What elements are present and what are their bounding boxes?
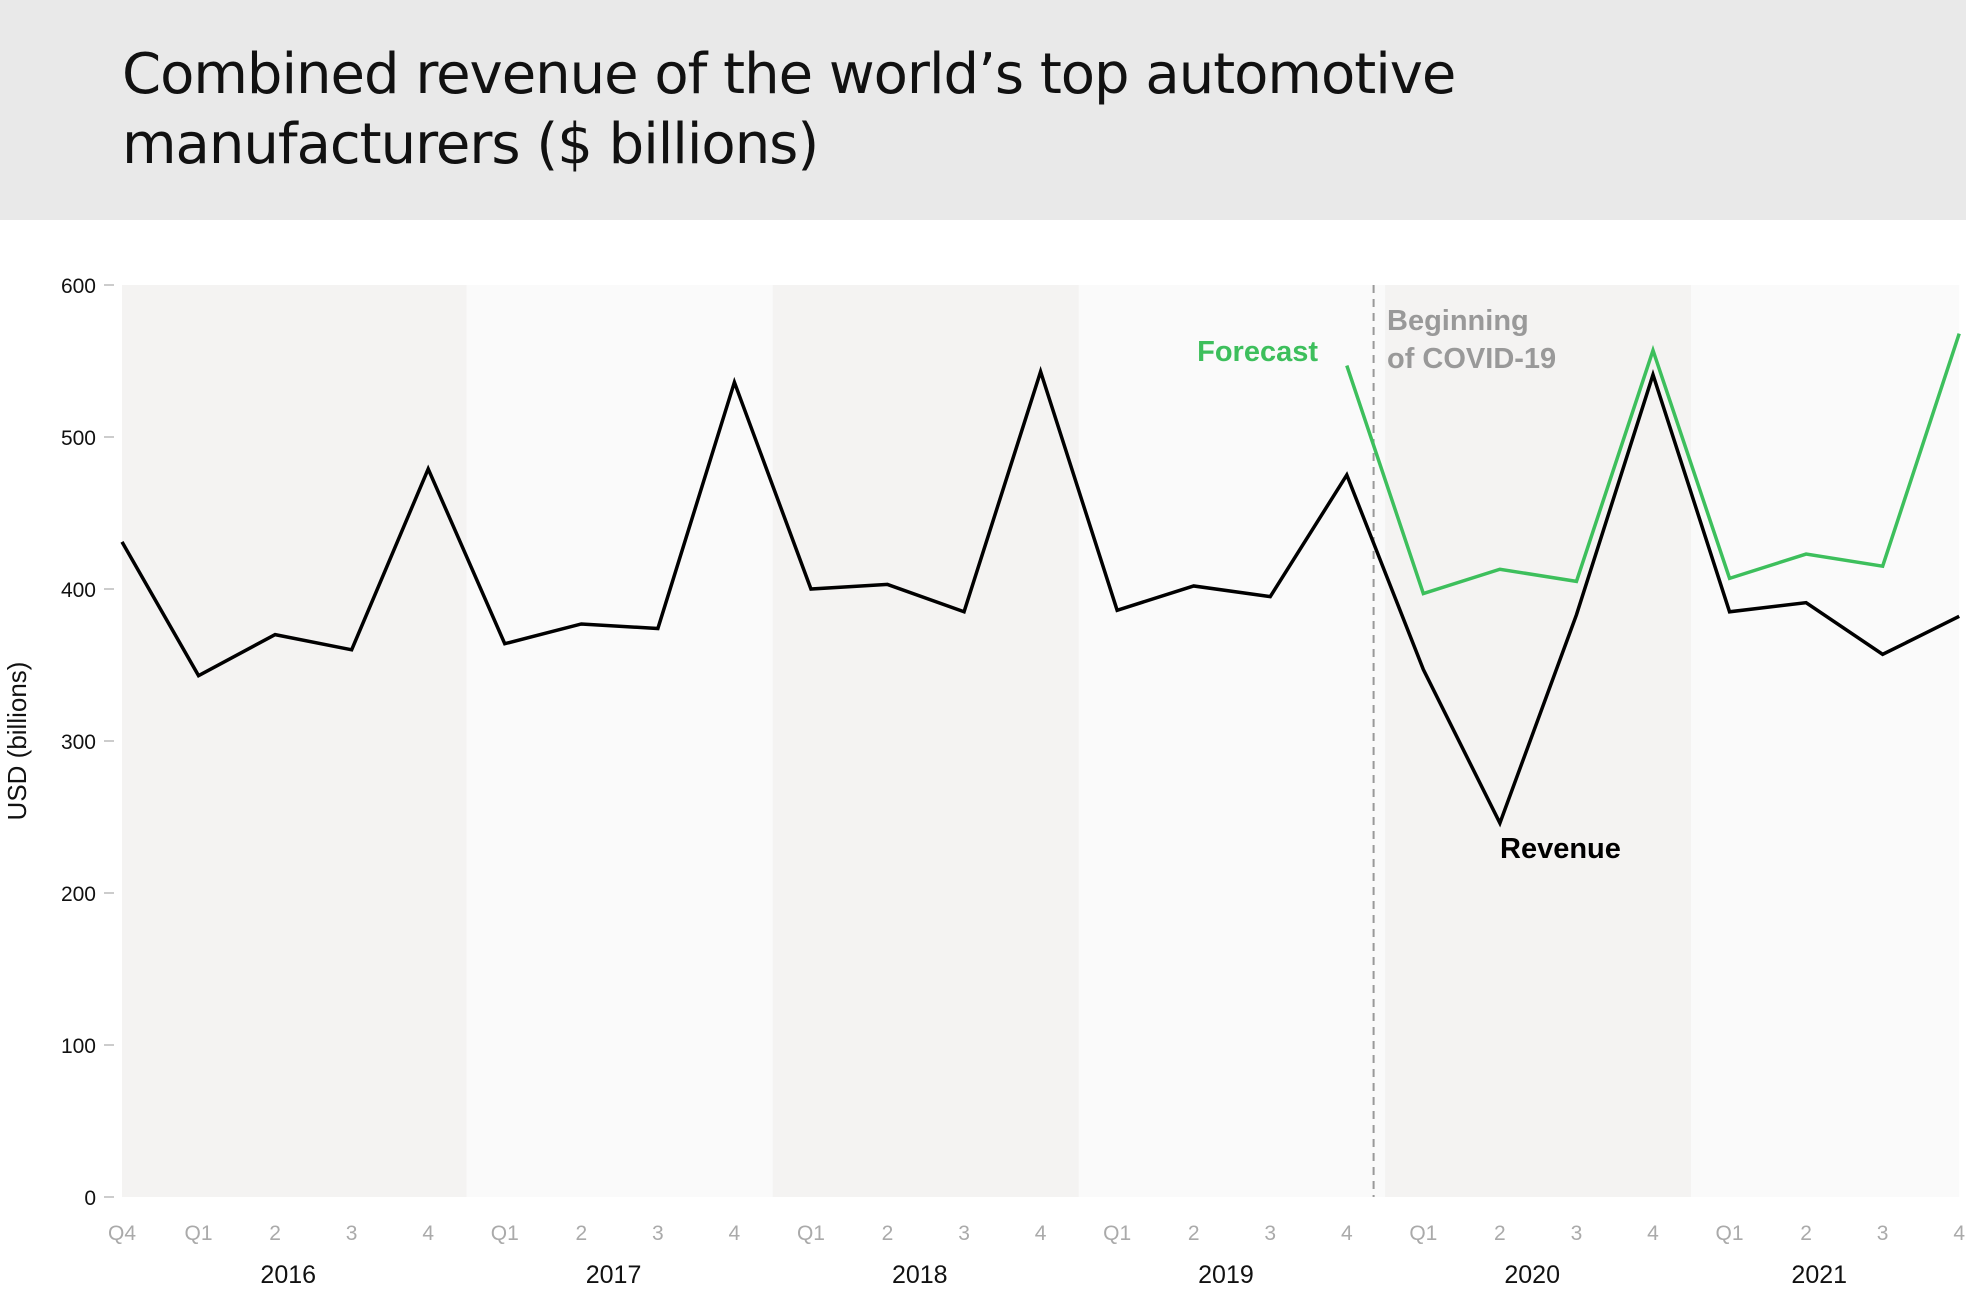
x-tick-label: 3 bbox=[1264, 1222, 1276, 1245]
x-tick-label: 4 bbox=[1953, 1222, 1965, 1245]
x-tick-label: 3 bbox=[1571, 1222, 1583, 1245]
year-band-2020 bbox=[1385, 285, 1692, 1197]
x-tick-label: Q1 bbox=[185, 1222, 213, 1245]
year-label: 2017 bbox=[586, 1261, 642, 1289]
year-band-2019 bbox=[1078, 285, 1386, 1197]
x-tick-label: 4 bbox=[1035, 1222, 1047, 1245]
x-tick-label: 2 bbox=[269, 1222, 281, 1245]
year-band-2017 bbox=[466, 285, 773, 1197]
x-tick-label: Q1 bbox=[797, 1222, 825, 1245]
revenue-line bbox=[120, 365, 1960, 828]
covid-annotation-line-1: Beginning bbox=[1387, 305, 1529, 337]
x-tick-label: 4 bbox=[729, 1222, 741, 1245]
x-tick-label: 4 bbox=[1647, 1222, 1659, 1245]
x-tick-label: 2 bbox=[1494, 1222, 1506, 1245]
chart-title: Combined revenue of the world’s top auto… bbox=[122, 42, 1456, 177]
covid-annotation-line-2: of COVID-19 bbox=[1387, 343, 1556, 375]
x-tick-label: 2 bbox=[1800, 1222, 1812, 1245]
header-banner: Combined revenue of the world’s top auto… bbox=[0, 0, 1966, 220]
year-label: 2021 bbox=[1791, 1261, 1847, 1289]
y-tick-label: 200 bbox=[61, 883, 96, 906]
x-tick-label: 3 bbox=[346, 1222, 358, 1245]
y-axis-label: USD (billions) bbox=[2, 662, 32, 821]
forecast-series-label: Forecast bbox=[1197, 336, 1318, 368]
year-label: 2018 bbox=[892, 1261, 948, 1289]
year-label: 2019 bbox=[1198, 1261, 1254, 1289]
revenue-series-label: Revenue bbox=[1500, 833, 1621, 865]
forecast-line bbox=[1345, 333, 1961, 596]
x-tick-label: Q1 bbox=[1409, 1222, 1437, 1245]
x-tick-label: 4 bbox=[1341, 1222, 1353, 1245]
year-band-2016 bbox=[122, 285, 467, 1197]
x-tick-label: Q1 bbox=[1716, 1222, 1744, 1245]
y-tick-label: 400 bbox=[61, 579, 96, 602]
year-label: 2016 bbox=[260, 1261, 316, 1289]
x-tick-label: Q1 bbox=[1103, 1222, 1131, 1245]
x-tick-label: 2 bbox=[575, 1222, 587, 1245]
x-tick-label: 4 bbox=[422, 1222, 434, 1245]
y-tick-label: 500 bbox=[61, 427, 96, 450]
y-tick-label: 600 bbox=[61, 275, 96, 298]
x-tick-label: 3 bbox=[1877, 1222, 1889, 1245]
year-label: 2020 bbox=[1504, 1261, 1560, 1289]
x-tick-label: Q1 bbox=[491, 1222, 519, 1245]
x-tick-label: 3 bbox=[652, 1222, 664, 1245]
y-tick-label: 0 bbox=[84, 1187, 96, 1210]
year-band-2018 bbox=[772, 285, 1079, 1197]
year-band-2021 bbox=[1691, 285, 1960, 1197]
y-tick-label: 100 bbox=[61, 1035, 96, 1058]
y-tick-label: 300 bbox=[61, 731, 96, 754]
x-tick-label: Q4 bbox=[108, 1222, 136, 1245]
x-tick-label: 2 bbox=[1188, 1222, 1200, 1245]
x-tick-label: 3 bbox=[958, 1222, 970, 1245]
x-tick-label: 2 bbox=[882, 1222, 894, 1245]
